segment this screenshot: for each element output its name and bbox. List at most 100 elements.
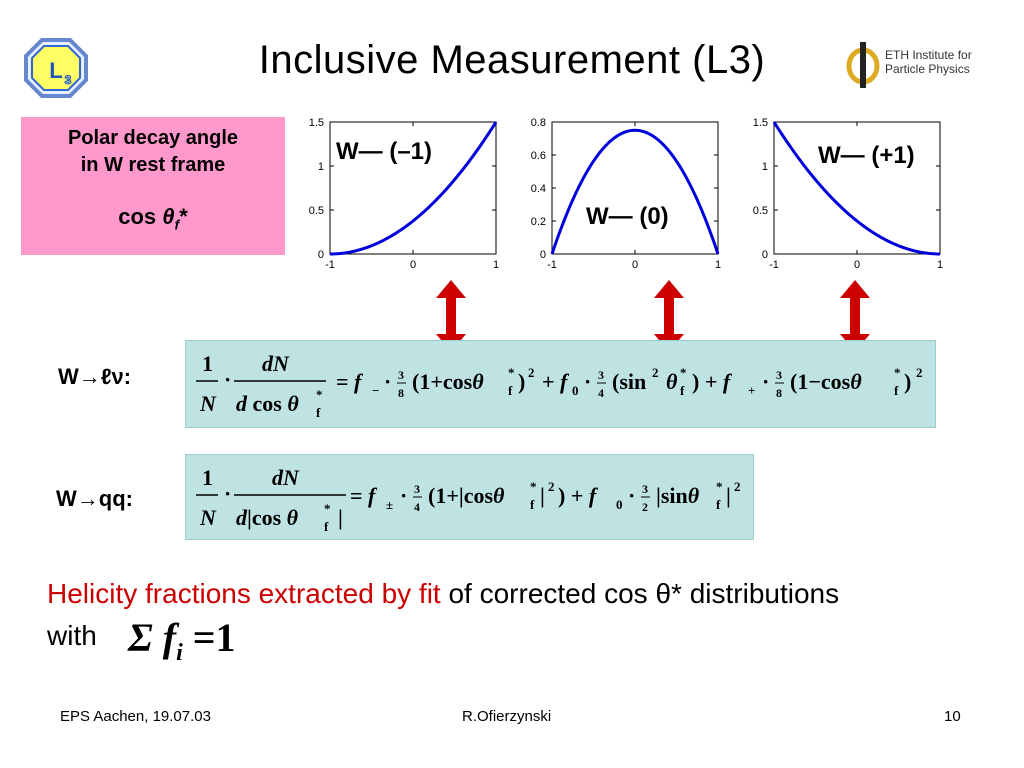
- svg-text:) + f: ) + f: [692, 369, 733, 394]
- y-tick-label: 0: [540, 249, 546, 261]
- svg-text:2: 2: [652, 365, 659, 380]
- svg-text:·: ·: [628, 483, 635, 508]
- svg-text:8: 8: [776, 386, 782, 400]
- conclusion-with: with: [47, 620, 97, 651]
- plot-label-plus-1: W— (+1): [818, 142, 915, 169]
- svg-text:·: ·: [384, 369, 391, 394]
- svg-text:*: *: [530, 479, 537, 494]
- svg-text:(1+cosθ: (1+cosθ: [412, 369, 484, 394]
- lv-label: W→ℓν:: [58, 364, 132, 389]
- svg-text:3: 3: [398, 368, 404, 382]
- pinkbox-line2: in W rest frame: [80, 154, 226, 176]
- footer-left: EPS Aachen, 19.07.03: [60, 708, 211, 725]
- double-arrow-2: [654, 280, 684, 352]
- lv-formula: 1 N · dN d cos θ f * = f − · 3 8 (1+cosθ…: [196, 351, 923, 420]
- qq-equation-box: 1 N · dN d|cos θ f * | = f ± · 3 4 (1+|c…: [185, 454, 754, 540]
- svg-text:= f: = f: [350, 483, 378, 508]
- svg-text:*: *: [716, 479, 723, 494]
- svg-text:2: 2: [642, 500, 648, 514]
- x-tick-label: 0: [854, 259, 860, 271]
- svg-text:|: |: [726, 483, 731, 508]
- svg-text:·: ·: [224, 367, 231, 392]
- qq-formula: 1 N · dN d|cos θ f * | = f ± · 3 4 (1+|c…: [196, 465, 741, 534]
- svg-text:d cos θ: d cos θ: [236, 391, 299, 416]
- svg-text:0: 0: [572, 383, 579, 398]
- x-tick-label: -1: [769, 259, 779, 271]
- x-tick-label: 0: [410, 259, 416, 271]
- svg-text:4: 4: [598, 386, 604, 400]
- svg-text:2: 2: [916, 365, 923, 380]
- conclusion-red-text: Helicity fractions extracted by fit: [47, 578, 441, 609]
- svg-text:|sinθ: |sinθ: [656, 483, 700, 508]
- double-arrow-3: [840, 280, 870, 352]
- plot-w-plus-1: -1 0 100.511.5: [753, 117, 943, 271]
- svg-text:d|cos θ: d|cos θ: [236, 505, 299, 530]
- plot-w-zero: -1 0 100.20.40.60.8: [531, 117, 721, 271]
- y-tick-label: 0.6: [531, 150, 546, 162]
- svg-text:·: ·: [762, 369, 769, 394]
- svg-text:|: |: [338, 505, 343, 530]
- plot-w-minus-1: -1 0 100.511.5: [309, 117, 499, 271]
- svg-text:±: ±: [386, 497, 393, 512]
- svg-text:f: f: [530, 497, 535, 512]
- svg-text:*: *: [680, 365, 687, 380]
- svg-text:3: 3: [642, 482, 648, 496]
- svg-text:0: 0: [616, 497, 623, 512]
- lv-equation-box: 1 N · dN d cos θ f * = f − · 3 8 (1+cosθ…: [185, 340, 936, 428]
- svg-text:f: f: [508, 383, 513, 398]
- svg-text:N: N: [199, 391, 217, 416]
- svg-text:+: +: [748, 383, 755, 398]
- pinkbox-variable: cos θf*: [118, 204, 188, 233]
- svg-text:f: f: [316, 405, 321, 420]
- conclusion-line: Helicity fractions extracted by fit of c…: [47, 578, 839, 610]
- eth-logo: ETH Institute for Particle Physics: [845, 40, 995, 90]
- y-tick-label: 1.5: [309, 117, 324, 129]
- svg-text:4: 4: [414, 500, 420, 514]
- eth-logo-line1: ETH Institute for: [885, 48, 972, 62]
- svg-text:f: f: [894, 383, 899, 398]
- svg-text:2: 2: [734, 479, 741, 494]
- y-tick-label: 1.5: [753, 117, 768, 129]
- x-tick-label: 0: [632, 259, 638, 271]
- svg-text:N: N: [199, 505, 217, 530]
- svg-text:·: ·: [224, 481, 231, 506]
- y-tick-label: 0.5: [753, 205, 768, 217]
- svg-text:+ f: + f: [542, 369, 570, 394]
- qq-label: W→qq:: [56, 486, 133, 511]
- svg-text:*: *: [894, 365, 901, 380]
- footer-center: R.Ofierzynski: [462, 708, 552, 725]
- svg-text:f: f: [716, 497, 721, 512]
- svg-text:2: 2: [548, 479, 555, 494]
- y-tick-label: 0.5: [309, 205, 324, 217]
- y-tick-label: 0: [762, 249, 768, 261]
- x-tick-label: -1: [325, 259, 335, 271]
- svg-text:f: f: [680, 383, 685, 398]
- svg-text:3: 3: [598, 368, 604, 382]
- svg-text:·: ·: [400, 483, 407, 508]
- l3-logo: L 3: [24, 38, 88, 98]
- svg-text:·: ·: [584, 369, 591, 394]
- x-tick-label: 1: [493, 259, 499, 271]
- svg-text:3: 3: [776, 368, 782, 382]
- svg-text:*: *: [316, 387, 323, 402]
- svg-text:(1−cosθ: (1−cosθ: [790, 369, 862, 394]
- svg-text:(1+|cosθ: (1+|cosθ: [428, 483, 505, 508]
- polar-angle-box: Polar decay angle in W rest frame cos θf…: [21, 117, 285, 255]
- svg-text:): ): [518, 369, 525, 394]
- footer-page-number: 10: [944, 708, 961, 725]
- sum-subscript: i: [176, 640, 183, 666]
- svg-text:dN: dN: [272, 465, 300, 490]
- svg-text:f: f: [324, 519, 329, 534]
- sum-symbol: Σ f: [128, 615, 177, 660]
- slide-title: Inclusive Measurement (L3): [258, 38, 766, 82]
- x-tick-label: 1: [715, 259, 721, 271]
- eth-logo-line2: Particle Physics: [885, 62, 970, 76]
- sum-equals: =1: [182, 615, 236, 660]
- svg-text:−: −: [372, 383, 379, 398]
- series-line: [329, 121, 498, 256]
- y-tick-label: 1: [318, 161, 324, 173]
- svg-text:8: 8: [398, 386, 404, 400]
- svg-text:1: 1: [202, 465, 213, 490]
- y-tick-label: 0.2: [531, 216, 546, 228]
- svg-text:= f: = f: [336, 369, 364, 394]
